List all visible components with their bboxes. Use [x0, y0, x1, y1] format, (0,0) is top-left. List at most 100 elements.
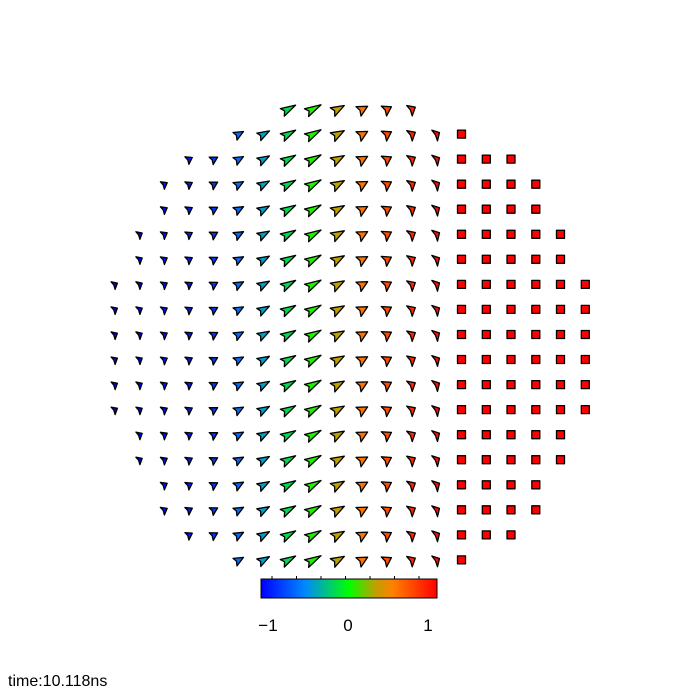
out-of-plane-glyph	[506, 179, 516, 189]
out-of-plane-glyph	[481, 354, 491, 365]
arrow-glyph	[279, 379, 297, 393]
arrow-glyph	[208, 281, 219, 291]
arrow-glyph	[380, 406, 393, 418]
out-of-plane-glyph	[481, 379, 491, 390]
arrow-glyph	[208, 431, 219, 441]
arrow-glyph	[256, 480, 271, 492]
arrow-glyph	[208, 156, 219, 166]
arrow-glyph	[303, 204, 322, 218]
arrow-glyph	[380, 381, 393, 393]
arrow-glyph	[355, 331, 369, 343]
arrow-glyph	[406, 205, 416, 217]
out-of-plane-glyph	[506, 430, 516, 440]
out-of-plane-glyph	[506, 530, 516, 540]
arrow-glyph	[135, 431, 143, 441]
out-of-plane-glyph	[555, 379, 566, 390]
out-of-plane-glyph	[555, 455, 566, 465]
arrow-glyph	[431, 204, 441, 217]
arrow-glyph	[431, 555, 441, 568]
arrow-glyph	[256, 531, 271, 543]
arrow-glyph	[329, 480, 345, 493]
arrow-glyph	[208, 406, 219, 416]
arrow-glyph	[159, 206, 168, 216]
arrow-glyph	[256, 230, 271, 242]
arrow-glyph	[110, 356, 119, 366]
arrow-glyph	[355, 230, 369, 243]
out-of-plane-glyph	[456, 229, 467, 239]
arrow-glyph	[329, 455, 345, 468]
colorbar-tick-min: −1	[258, 616, 278, 635]
arrow-glyph	[184, 181, 193, 191]
arrow-glyph	[279, 480, 297, 493]
arrow-glyph	[303, 279, 322, 293]
arrow-glyph	[355, 356, 369, 368]
out-of-plane-glyph	[580, 404, 590, 415]
arrow-glyph	[110, 406, 119, 416]
arrow-glyph	[355, 506, 369, 518]
arrow-glyph	[355, 456, 369, 468]
arrow-glyph	[406, 280, 416, 292]
out-of-plane-glyph	[531, 304, 541, 315]
arrow-glyph	[431, 430, 441, 443]
arrow-glyph	[380, 531, 393, 543]
arrow-glyph	[380, 155, 393, 167]
out-of-plane-glyph	[555, 404, 566, 415]
arrow-glyph	[431, 530, 441, 543]
arrow-glyph	[329, 280, 345, 293]
arrow-glyph	[355, 255, 369, 268]
colorbar-tick-max: 1	[423, 616, 433, 635]
arrow-glyph	[406, 380, 416, 393]
arrow-glyph	[380, 330, 393, 343]
out-of-plane-glyph	[506, 254, 516, 264]
arrow-glyph	[159, 181, 168, 190]
arrow-glyph	[303, 404, 322, 418]
arrow-glyph	[406, 455, 416, 468]
arrow-glyph	[355, 105, 369, 117]
out-of-plane-glyph	[506, 455, 516, 465]
arrow-glyph	[380, 431, 393, 443]
arrow-glyph	[208, 381, 219, 391]
arrow-glyph	[135, 456, 143, 466]
out-of-plane-glyph	[481, 480, 491, 490]
arrow-glyph	[355, 556, 369, 568]
arrow-glyph	[355, 381, 369, 393]
arrow-glyph	[279, 329, 297, 343]
arrow-glyph	[159, 406, 168, 416]
out-of-plane-glyph	[580, 354, 590, 365]
arrow-glyph	[355, 180, 369, 192]
arrow-glyph	[208, 181, 219, 191]
out-of-plane-glyph	[481, 204, 491, 214]
arrow-glyph	[329, 230, 345, 243]
arrow-glyph	[279, 229, 297, 243]
arrow-glyph	[431, 329, 441, 342]
arrow-glyph	[110, 331, 119, 341]
arrow-glyph	[355, 431, 369, 443]
out-of-plane-glyph	[456, 154, 467, 164]
out-of-plane-glyph	[506, 379, 516, 390]
arrow-glyph	[329, 330, 345, 343]
arrow-glyph	[303, 229, 322, 243]
out-of-plane-glyph	[555, 430, 566, 440]
out-of-plane-glyph	[481, 179, 491, 189]
arrow-glyph	[208, 507, 219, 516]
out-of-plane-glyph	[456, 404, 467, 415]
arrow-glyph	[135, 406, 143, 416]
out-of-plane-glyph	[555, 354, 566, 365]
arrow-glyph	[303, 304, 322, 318]
arrow-glyph	[355, 406, 369, 418]
out-of-plane-glyph	[506, 229, 516, 239]
arrow-glyph	[184, 256, 193, 266]
arrow-glyph	[159, 231, 168, 241]
arrow-glyph	[279, 354, 297, 368]
out-of-plane-glyph	[456, 279, 467, 290]
arrow-glyph	[232, 356, 245, 367]
arrow-glyph	[256, 255, 271, 267]
out-of-plane-glyph	[456, 354, 467, 365]
arrow-glyph	[208, 306, 219, 316]
arrow-glyph	[159, 306, 168, 316]
out-of-plane-glyph	[531, 254, 541, 264]
out-of-plane-glyph	[506, 505, 516, 515]
arrow-glyph	[406, 555, 416, 568]
arrow-glyph	[135, 331, 143, 341]
arrow-glyph	[279, 505, 297, 518]
